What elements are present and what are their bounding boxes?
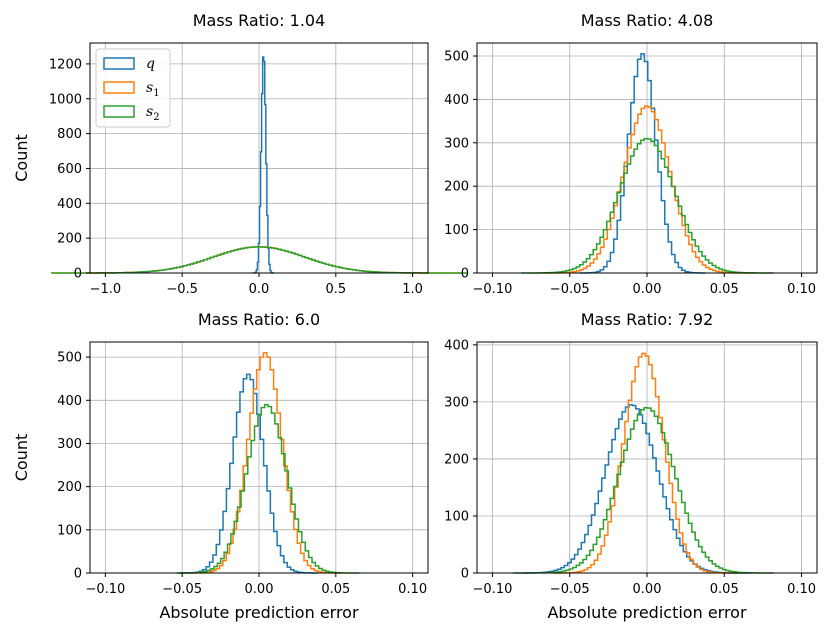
- histogram-s1: [50, 246, 468, 274]
- histogram-q: [579, 53, 706, 274]
- y-tick-label: 200: [444, 180, 469, 195]
- chart-title: Mass Ratio: 4.08: [581, 11, 714, 30]
- chart-title: Mass Ratio: 7.92: [581, 310, 714, 329]
- x-tick-label: −0.5: [166, 282, 198, 297]
- y-tick-label: 1200: [49, 57, 82, 72]
- x-tick-label: −0.05: [550, 282, 590, 297]
- y-tick-label: 100: [444, 223, 469, 238]
- histogram-s2: [50, 246, 468, 274]
- y-tick-label: 200: [57, 232, 82, 247]
- histogram-s1: [552, 352, 738, 574]
- panel-mass-ratio-1: −1.0 −0.5 0.0 0.5 1.0020040060080010001200Ma…: [12, 11, 468, 297]
- histogram-q: [178, 373, 318, 574]
- histogram-s1: [541, 105, 754, 274]
- legend-subscript: 2: [153, 112, 159, 123]
- panel-mass-ratio-3: −0.10 −0.05 0.00 0.05 0.10 0 100 200 300 400 500 Ma…: [12, 310, 429, 622]
- y-tick-label: 200: [57, 480, 82, 495]
- x-tick-label: 0.10: [787, 282, 816, 297]
- panel-mass-ratio-4: −0.10 −0.05 0.00 0.05 0.10 0 100 200 300 400 Mass …: [444, 310, 818, 622]
- y-tick-label: 500: [57, 351, 82, 366]
- y-tick-label: 1000: [49, 92, 82, 107]
- y-tick-label: 0: [74, 567, 82, 582]
- histogram-s2: [521, 406, 774, 574]
- histogram-s1: [188, 352, 342, 574]
- chart-title: Mass Ratio: 1.04: [193, 11, 326, 30]
- y-tick-label: 600: [57, 162, 82, 177]
- x-axis-label: Absolute prediction error: [547, 603, 747, 622]
- y-tick-label: 400: [444, 93, 469, 108]
- x-tick-label: −0.05: [162, 582, 202, 597]
- histogram-q: [512, 404, 752, 574]
- y-tick-label: 400: [444, 338, 469, 353]
- x-tick-label: 0.05: [710, 582, 739, 597]
- y-tick-label: 200: [444, 452, 469, 467]
- x-tick-label: 1.0: [402, 282, 423, 297]
- x-tick-label: −0.10: [473, 582, 513, 597]
- y-tick-label: 300: [57, 437, 82, 452]
- x-tick-label: −1.0: [90, 282, 122, 297]
- y-tick-label: 800: [57, 127, 82, 142]
- y-tick-label: 400: [57, 394, 82, 409]
- x-tick-label: 0.05: [710, 282, 739, 297]
- x-tick-label: 0.05: [321, 582, 350, 597]
- panel-mass-ratio-2: −0.10 −0.05 0.00 0.05 0.10 0 100 200 300 400 500 Ma…: [444, 11, 818, 297]
- y-tick-label: 0: [74, 267, 82, 282]
- legend-label-q: q: [146, 56, 155, 72]
- x-tick-label: 0.5: [325, 282, 346, 297]
- x-tick-label: 0.00: [633, 282, 662, 297]
- x-tick-label: −0.05: [550, 582, 590, 597]
- x-tick-label: 0.00: [245, 582, 274, 597]
- legend-swatch-s1: [103, 81, 135, 94]
- y-tick-label: 500: [444, 50, 469, 65]
- y-tick-label: 100: [57, 523, 82, 538]
- histogram-s2: [176, 403, 360, 574]
- x-tick-label: −0.10: [85, 582, 125, 597]
- y-tick-label: 0: [461, 567, 469, 582]
- x-tick-label: 0.00: [633, 582, 662, 597]
- y-tick-label: 0: [461, 267, 469, 282]
- y-tick-label: 400: [57, 197, 82, 212]
- y-axis-label: Count: [12, 134, 31, 182]
- y-tick-label: 300: [444, 136, 469, 151]
- chart-title: Mass Ratio: 6.0: [198, 310, 320, 329]
- x-tick-label: −0.10: [473, 282, 513, 297]
- x-axis-label: Absolute prediction error: [159, 603, 359, 622]
- histogram-q: [252, 56, 275, 274]
- x-tick-label: 0.0: [249, 282, 270, 297]
- histogram-s2: [521, 137, 774, 274]
- legend-swatch-q: [103, 57, 135, 70]
- y-tick-label: 100: [444, 509, 469, 524]
- legend-subscript: 1: [153, 88, 159, 99]
- x-tick-label: 0.10: [398, 582, 427, 597]
- y-axis-label: Count: [12, 434, 31, 482]
- legend-swatch-s2: [103, 105, 135, 118]
- x-tick-label: 0.10: [787, 582, 816, 597]
- y-tick-label: 300: [444, 395, 469, 410]
